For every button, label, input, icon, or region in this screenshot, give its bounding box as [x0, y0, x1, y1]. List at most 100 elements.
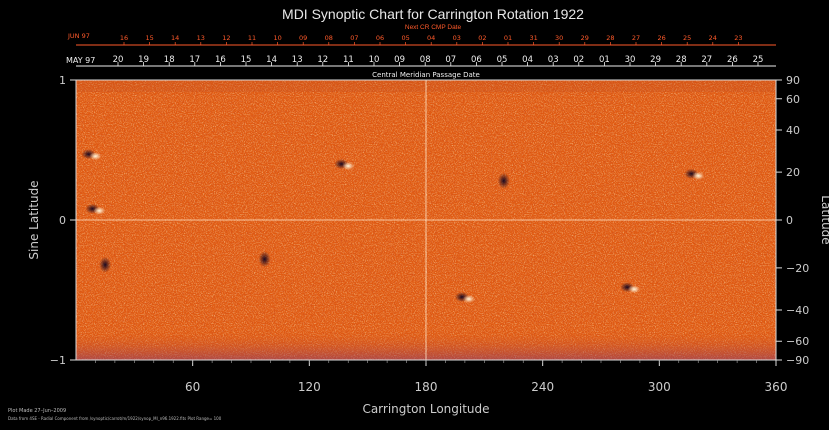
next-cr-date-label: 04 — [427, 34, 435, 42]
next-cr-date-label: 06 — [376, 34, 384, 42]
next-cr-ticks: 16 15 14 13 12 11 10 09 08 07 06 05 04 03 02 01 31 30 29 28… — [120, 34, 743, 45]
cmp-date-label: 29 — [650, 55, 661, 65]
y-right-tick-label: 90 — [786, 74, 800, 87]
next-cr-date-label: 01 — [504, 34, 512, 42]
cmp-date-label: 03 — [548, 55, 559, 65]
cmp-date-label: 09 — [394, 55, 405, 65]
active-region — [81, 149, 102, 161]
chart-title: MDI Synoptic Chart for Carrington Rotati… — [282, 6, 584, 22]
cmp-date-label: 02 — [573, 55, 584, 65]
active-region — [497, 172, 510, 189]
next-cr-date-label: 31 — [529, 34, 537, 42]
y-right-tick-label: 40 — [786, 124, 800, 137]
next-cr-date-label: 15 — [145, 34, 153, 42]
y-right-tick-label: −60 — [786, 335, 809, 348]
x-tick-label: 300 — [648, 380, 671, 394]
cmp-date-label: 13 — [292, 55, 303, 65]
next-cr-date-label: 10 — [273, 34, 281, 42]
data-source-label: Data from 4SE - Radial Component from /s… — [8, 416, 222, 421]
cmp-date-label: 25 — [753, 55, 764, 65]
next-cr-date-label: 14 — [171, 34, 179, 42]
active-region — [85, 203, 106, 215]
x-tick-label: 360 — [765, 380, 788, 394]
cmp-date-label: 07 — [445, 55, 456, 65]
y-right-tick-label: −90 — [786, 354, 809, 367]
positive-polarity-spot — [628, 285, 641, 294]
y-left-tick-label: 1 — [59, 74, 66, 87]
cmp-date-label: 18 — [164, 55, 175, 65]
x-tick-label: 240 — [531, 380, 554, 394]
cmp-date-label: 14 — [266, 55, 277, 65]
cmp-date-label: 04 — [522, 55, 533, 65]
x-tick-label: 120 — [298, 380, 321, 394]
x-tick-label: 180 — [415, 380, 438, 394]
next-cr-date-label: 24 — [709, 34, 717, 42]
active-region — [454, 292, 475, 303]
top-month-label: MAY 97 — [66, 56, 95, 65]
cmp-date-label: 12 — [317, 55, 328, 65]
next-cr-date-label: 26 — [657, 34, 665, 42]
y-right-tick-label: 0 — [786, 214, 793, 227]
positive-polarity-spot — [93, 206, 106, 215]
cmp-date-ticks: 20 19 18 17 16 15 14 13 12 11 10 09 08 07 06 05 04 03 02 01… — [113, 55, 764, 66]
cmp-axis-title: Central Meridian Passage Date — [372, 71, 480, 79]
longitude-ticks: 60 120 180 240 300 360 — [95, 360, 787, 394]
cmp-date-label: 20 — [113, 55, 124, 65]
y-left-tick-label: 0 — [59, 214, 66, 227]
latitude-ticks: 90 60 40 20 0 −20 −40 −60 −90 — [776, 74, 809, 367]
cmp-date-label: 11 — [343, 55, 354, 65]
next-cr-date-label: 16 — [120, 34, 128, 42]
cmp-date-label: 28 — [676, 55, 687, 65]
positive-polarity-spot — [692, 171, 705, 180]
active-regions — [81, 149, 705, 303]
next-cr-date-label: 12 — [222, 34, 230, 42]
next-cr-date-label: 05 — [401, 34, 409, 42]
next-cr-month-label: JUN 97 — [67, 32, 90, 40]
cmp-date-label: 10 — [369, 55, 380, 65]
next-cr-date-label: 13 — [197, 34, 205, 42]
next-cr-date-label: 02 — [478, 34, 486, 42]
cmp-date-label: 08 — [420, 55, 431, 65]
y-right-tick-label: 60 — [786, 93, 800, 106]
active-region — [258, 251, 271, 268]
positive-polarity-spot — [89, 152, 102, 161]
cmp-date-label: 19 — [138, 55, 149, 65]
negative-polarity-spot — [99, 256, 112, 273]
negative-polarity-spot — [258, 251, 271, 268]
active-region — [99, 256, 112, 273]
next-cr-date-label: 28 — [606, 34, 614, 42]
active-region — [684, 168, 705, 180]
cmp-date-label: 26 — [727, 55, 738, 65]
y-left-tick-label: −1 — [50, 354, 66, 367]
y-right-tick-label: 20 — [786, 166, 800, 179]
cmp-date-label: 17 — [189, 55, 200, 65]
next-cr-date-label: 30 — [555, 34, 563, 42]
plot-made-label: Plot Made 27–Jun–2009 — [8, 408, 67, 414]
next-cr-date-label: 03 — [453, 34, 461, 42]
x-tick-label: 60 — [185, 380, 200, 394]
negative-polarity-spot — [497, 172, 510, 189]
cmp-date-label: 15 — [241, 55, 252, 65]
next-cr-date-label: 29 — [581, 34, 589, 42]
cmp-date-label: 16 — [215, 55, 226, 65]
next-cr-date-label: 25 — [683, 34, 691, 42]
next-cr-date-label: 07 — [350, 34, 358, 42]
next-cr-date-label: 23 — [734, 34, 742, 42]
next-cr-date-label: 09 — [299, 34, 307, 42]
positive-polarity-spot — [462, 295, 475, 303]
sine-latitude-ticks: 1 0 −1 — [50, 74, 76, 367]
next-cr-date-label: 27 — [632, 34, 640, 42]
cmp-date-label: 05 — [497, 55, 508, 65]
x-axis-label: Carrington Longitude — [362, 402, 489, 416]
y-right-tick-label: −20 — [786, 262, 809, 275]
active-region — [334, 159, 355, 170]
cmp-date-label: 27 — [701, 55, 712, 65]
active-region — [620, 282, 641, 294]
cmp-date-label: 30 — [625, 55, 636, 65]
next-cr-label: Next CR CMP Date — [405, 24, 462, 31]
cmp-date-label: 01 — [599, 55, 610, 65]
cmp-date-label: 06 — [471, 55, 482, 65]
positive-polarity-spot — [342, 162, 355, 170]
next-cr-date-label: 11 — [248, 34, 256, 42]
